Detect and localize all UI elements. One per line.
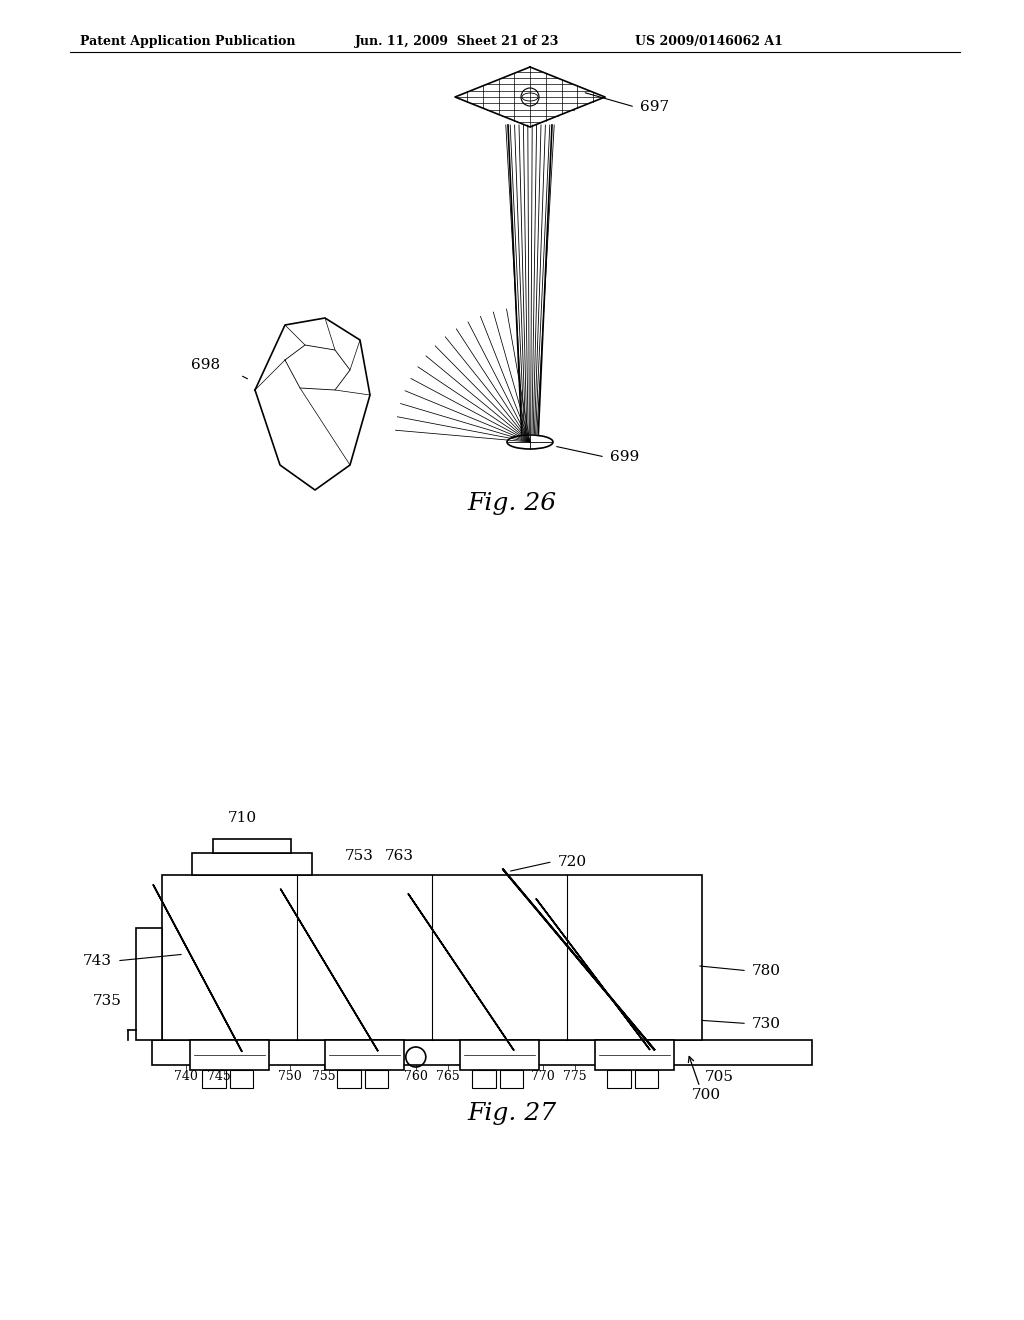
FancyBboxPatch shape xyxy=(472,1071,496,1088)
Text: 699: 699 xyxy=(610,450,639,465)
Text: 745: 745 xyxy=(207,1071,230,1082)
FancyBboxPatch shape xyxy=(607,1071,631,1088)
Text: 743: 743 xyxy=(83,954,112,968)
Text: Jun. 11, 2009  Sheet 21 of 23: Jun. 11, 2009 Sheet 21 of 23 xyxy=(355,36,559,48)
FancyBboxPatch shape xyxy=(635,1071,658,1088)
FancyBboxPatch shape xyxy=(202,1071,225,1088)
Text: 710: 710 xyxy=(227,810,257,825)
Text: 750: 750 xyxy=(279,1071,302,1082)
Polygon shape xyxy=(537,899,649,1049)
FancyBboxPatch shape xyxy=(193,853,312,875)
Text: Fig. 27: Fig. 27 xyxy=(467,1102,557,1125)
Text: 755: 755 xyxy=(312,1071,336,1082)
Ellipse shape xyxy=(507,436,553,449)
Text: 775: 775 xyxy=(563,1071,587,1082)
Text: 765: 765 xyxy=(436,1071,460,1082)
Text: 753: 753 xyxy=(345,849,374,863)
FancyBboxPatch shape xyxy=(213,840,291,853)
Text: 735: 735 xyxy=(93,994,122,1007)
FancyBboxPatch shape xyxy=(229,1071,253,1088)
FancyBboxPatch shape xyxy=(337,1071,360,1088)
Polygon shape xyxy=(281,890,378,1051)
Text: 698: 698 xyxy=(190,358,220,372)
Text: US 2009/0146062 A1: US 2009/0146062 A1 xyxy=(635,36,783,48)
FancyBboxPatch shape xyxy=(152,1040,812,1065)
Text: Patent Application Publication: Patent Application Publication xyxy=(80,36,296,48)
Polygon shape xyxy=(255,318,370,490)
Polygon shape xyxy=(154,884,242,1051)
Text: 760: 760 xyxy=(403,1071,428,1082)
FancyBboxPatch shape xyxy=(162,875,702,1040)
FancyBboxPatch shape xyxy=(500,1071,523,1088)
FancyBboxPatch shape xyxy=(190,1040,268,1071)
Text: 770: 770 xyxy=(530,1071,555,1082)
Text: 705: 705 xyxy=(705,1071,734,1084)
FancyBboxPatch shape xyxy=(326,1040,403,1071)
FancyBboxPatch shape xyxy=(595,1040,674,1071)
Text: 763: 763 xyxy=(385,849,414,863)
Polygon shape xyxy=(503,869,654,1049)
Text: 697: 697 xyxy=(640,100,669,114)
Text: 740: 740 xyxy=(174,1071,199,1082)
Text: 780: 780 xyxy=(752,964,781,978)
Text: 730: 730 xyxy=(752,1016,781,1031)
Text: Fig. 26: Fig. 26 xyxy=(467,492,557,515)
FancyBboxPatch shape xyxy=(136,928,162,1040)
Text: 720: 720 xyxy=(558,854,587,869)
Text: 700: 700 xyxy=(692,1088,721,1102)
FancyBboxPatch shape xyxy=(461,1040,539,1071)
Polygon shape xyxy=(409,894,514,1049)
FancyBboxPatch shape xyxy=(365,1071,388,1088)
